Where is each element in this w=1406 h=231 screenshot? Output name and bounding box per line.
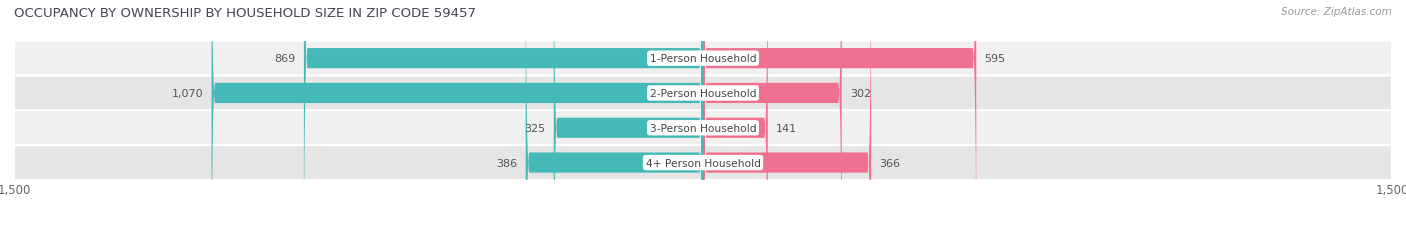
Text: 1,070: 1,070 xyxy=(172,88,204,99)
FancyBboxPatch shape xyxy=(211,0,703,231)
FancyBboxPatch shape xyxy=(703,0,842,231)
Text: 141: 141 xyxy=(776,123,797,133)
Text: 4+ Person Household: 4+ Person Household xyxy=(645,158,761,168)
Text: 2-Person Household: 2-Person Household xyxy=(650,88,756,99)
Text: OCCUPANCY BY OWNERSHIP BY HOUSEHOLD SIZE IN ZIP CODE 59457: OCCUPANCY BY OWNERSHIP BY HOUSEHOLD SIZE… xyxy=(14,7,477,20)
FancyBboxPatch shape xyxy=(554,0,703,231)
FancyBboxPatch shape xyxy=(703,0,872,231)
Text: 302: 302 xyxy=(851,88,872,99)
FancyBboxPatch shape xyxy=(14,111,1392,146)
FancyBboxPatch shape xyxy=(304,0,703,231)
Text: 1-Person Household: 1-Person Household xyxy=(650,54,756,64)
Text: 595: 595 xyxy=(984,54,1005,64)
FancyBboxPatch shape xyxy=(14,146,1392,180)
Text: Source: ZipAtlas.com: Source: ZipAtlas.com xyxy=(1281,7,1392,17)
Text: 325: 325 xyxy=(524,123,546,133)
FancyBboxPatch shape xyxy=(703,0,976,231)
FancyBboxPatch shape xyxy=(703,0,768,231)
Text: 366: 366 xyxy=(879,158,900,168)
FancyBboxPatch shape xyxy=(14,76,1392,111)
Text: 3-Person Household: 3-Person Household xyxy=(650,123,756,133)
Text: 869: 869 xyxy=(274,54,295,64)
FancyBboxPatch shape xyxy=(526,0,703,231)
FancyBboxPatch shape xyxy=(14,42,1392,76)
Text: 386: 386 xyxy=(496,158,517,168)
